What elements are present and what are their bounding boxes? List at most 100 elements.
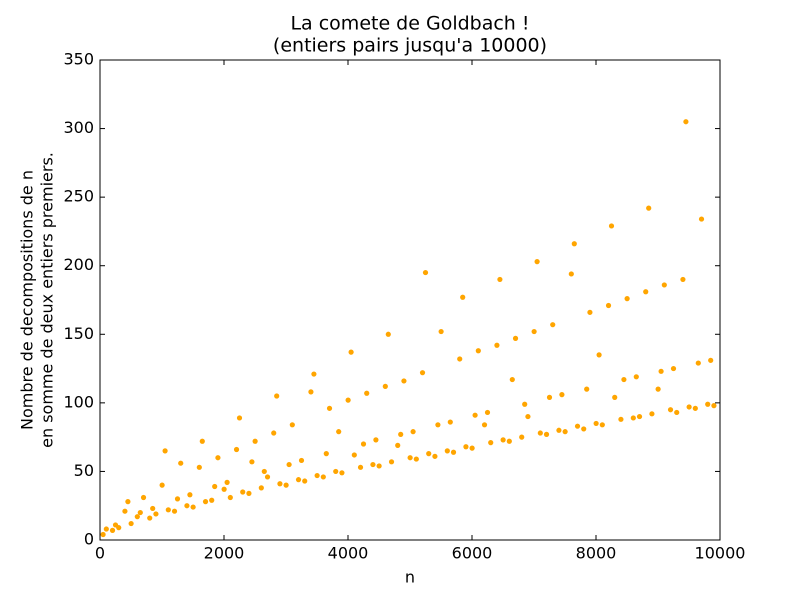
point — [419, 370, 426, 376]
point — [413, 456, 419, 462]
x-tick-label: 2000 — [204, 544, 245, 563]
point — [209, 497, 215, 503]
point — [500, 437, 506, 443]
point — [438, 328, 444, 335]
y-tick-label: 300 — [63, 118, 94, 137]
point — [621, 376, 627, 383]
point — [236, 415, 243, 421]
point — [667, 407, 674, 413]
point — [140, 494, 147, 501]
point — [103, 526, 109, 532]
point — [339, 470, 345, 476]
point — [568, 271, 574, 277]
point — [630, 415, 636, 421]
y-axis-label: en somme de deux entiers premiers. — [38, 152, 57, 448]
point — [240, 489, 246, 495]
point — [658, 368, 664, 374]
point — [298, 457, 305, 464]
point — [190, 504, 196, 510]
point — [227, 494, 233, 501]
point — [314, 472, 320, 479]
point — [345, 397, 351, 403]
point — [605, 302, 612, 309]
y-axis-label: Nombre de decompositions de n — [18, 170, 37, 430]
y-tick-label: 100 — [63, 392, 94, 411]
point — [624, 296, 630, 302]
point — [599, 422, 605, 428]
point — [463, 444, 469, 450]
point — [320, 474, 326, 480]
point — [525, 413, 531, 420]
point — [134, 514, 140, 520]
point — [323, 451, 329, 457]
point — [559, 392, 565, 398]
point — [125, 499, 131, 505]
plot-frame — [99, 59, 721, 541]
point — [698, 216, 705, 222]
point — [286, 461, 292, 468]
point — [395, 442, 401, 448]
point — [308, 389, 314, 395]
point — [692, 405, 698, 411]
point — [581, 426, 587, 432]
point — [128, 520, 134, 527]
point — [649, 411, 655, 417]
point — [289, 422, 295, 428]
point — [224, 479, 230, 485]
point — [398, 431, 404, 437]
point — [187, 492, 193, 498]
point — [432, 453, 438, 459]
point — [360, 441, 367, 447]
y-tick-label: 200 — [63, 255, 94, 274]
point — [534, 259, 540, 265]
point — [512, 335, 519, 341]
x-tick-label: 8000 — [576, 544, 617, 563]
x-tick-label: 0 — [95, 544, 105, 563]
point — [574, 423, 581, 429]
x-tick-label: 10000 — [695, 544, 746, 563]
chart-title: La comete de Goldbach ! — [290, 13, 529, 35]
point — [311, 371, 317, 377]
point — [584, 386, 590, 392]
point — [488, 440, 494, 446]
point — [435, 422, 441, 428]
chart-subtitle: (entiers pairs jusqu'a 10000) — [273, 35, 547, 57]
point — [661, 282, 667, 288]
point — [506, 438, 512, 444]
point — [497, 276, 503, 283]
point — [593, 420, 599, 427]
point — [199, 438, 205, 444]
point — [695, 360, 701, 366]
x-tick-label: 6000 — [452, 544, 493, 563]
points — [100, 119, 717, 538]
point — [407, 455, 413, 461]
point — [643, 289, 649, 295]
point — [112, 522, 119, 528]
point — [646, 205, 652, 211]
point — [174, 496, 181, 502]
point — [562, 429, 568, 435]
point — [246, 490, 252, 496]
point — [457, 356, 463, 362]
point — [655, 386, 661, 392]
y-tick-label: 50 — [74, 461, 94, 480]
point — [519, 434, 525, 440]
point — [670, 365, 677, 372]
y-tick-label: 0 — [84, 530, 94, 549]
point — [274, 393, 280, 399]
point — [447, 419, 453, 425]
point — [122, 508, 128, 514]
point — [333, 468, 339, 475]
x-axis-label: n — [405, 568, 415, 587]
point — [388, 459, 395, 465]
point — [233, 446, 240, 453]
point — [196, 464, 202, 470]
point — [484, 409, 491, 416]
point — [531, 328, 537, 335]
point — [364, 390, 370, 396]
point — [385, 331, 391, 337]
point — [674, 409, 680, 416]
point — [460, 294, 466, 300]
point — [357, 464, 364, 470]
